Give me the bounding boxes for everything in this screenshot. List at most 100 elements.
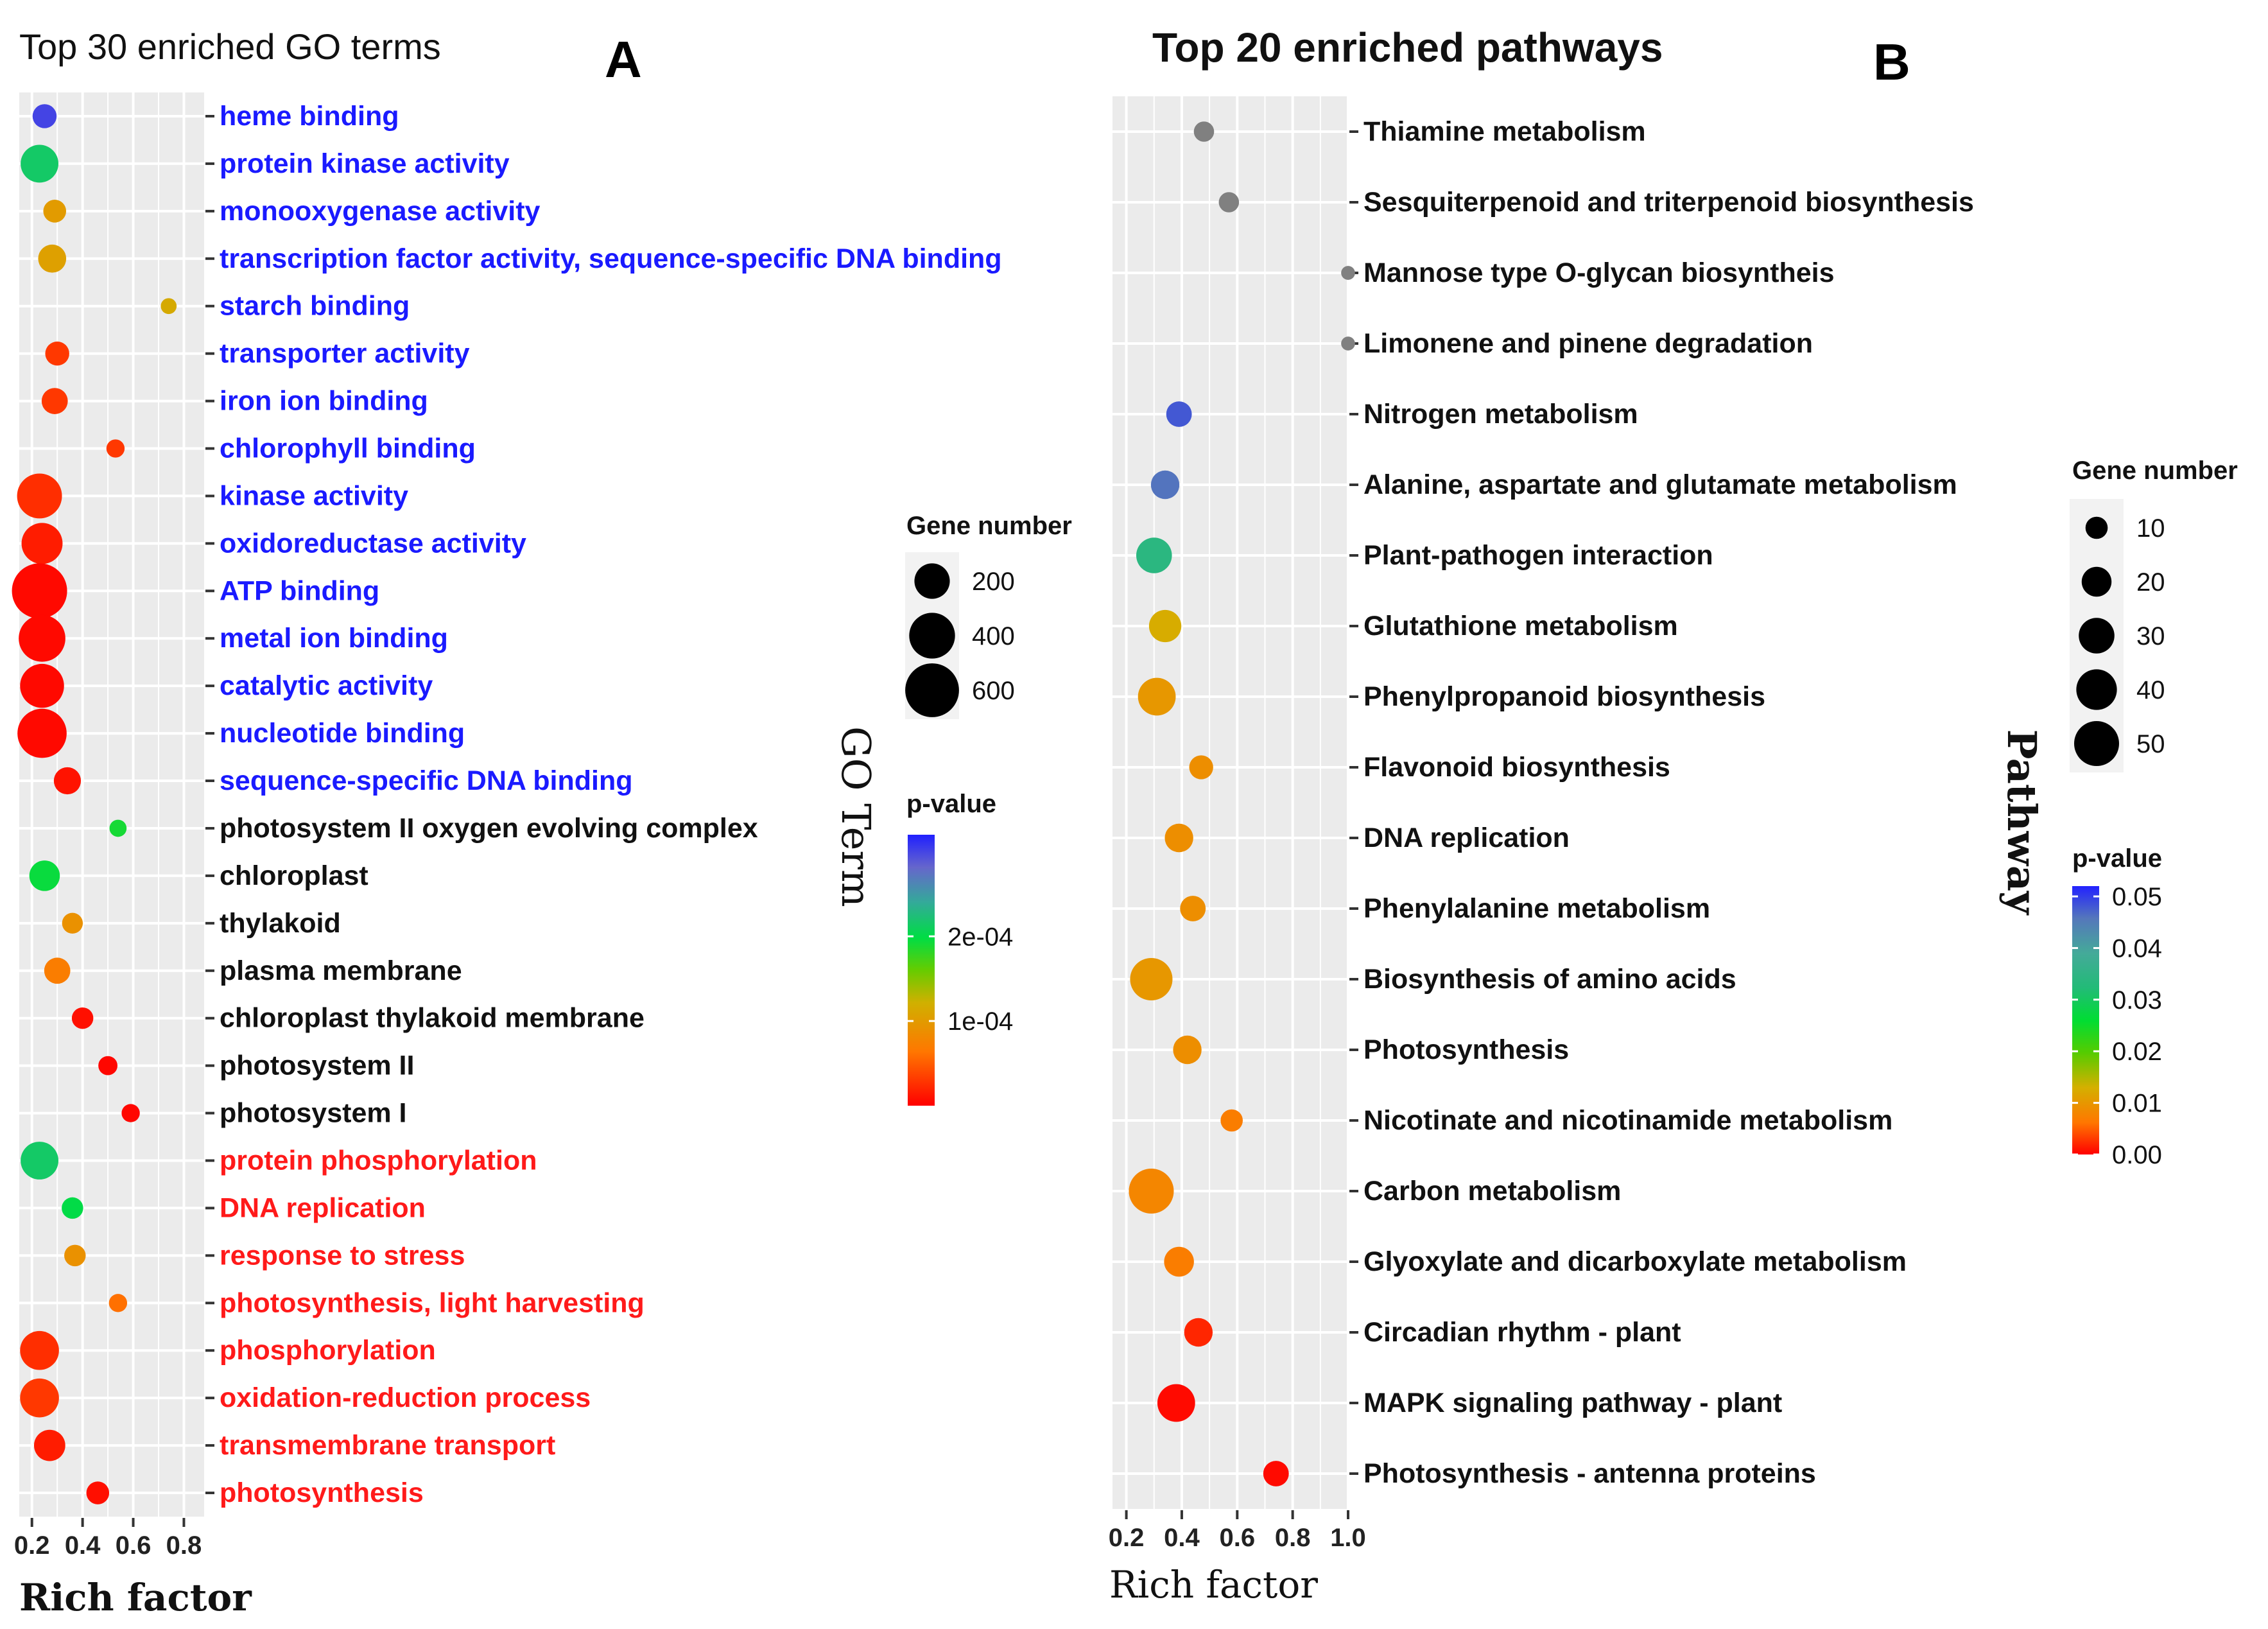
chart-b-x-axis-title: Rich factor [1109, 1563, 1318, 1607]
chart-b-point [1193, 121, 1215, 142]
chart-a-point [64, 1244, 86, 1267]
chart-a-y-axis-title: GO Term [833, 726, 879, 907]
chart-a-point [41, 388, 68, 414]
chart-b-point [1184, 1318, 1213, 1347]
chart-b-x-tick-label: 0.2 [1109, 1524, 1145, 1552]
chart-b-panel-letter: B [1873, 33, 1910, 91]
chart-a-y-label: chlorophyll binding [220, 433, 476, 464]
chart-b-x-tick-label: 0.6 [1219, 1524, 1255, 1552]
chart-a-y-label: chloroplast [220, 860, 368, 891]
chart-b-colorbar-label: 0.02 [2112, 1038, 2162, 1066]
chart-a-title: Top 30 enriched GO terms [19, 26, 441, 67]
chart-a-x-tick-label: 0.6 [116, 1531, 151, 1560]
chart-b-y-label: Mannose type O-glycan biosyntheis [1363, 257, 1835, 288]
chart-a-y-label: ATP binding [220, 575, 379, 606]
chart-a-y-label: starch binding [220, 291, 410, 322]
chart-b-point [1136, 537, 1172, 573]
chart-a-point [20, 1330, 59, 1370]
chart-b-colorbar [2072, 886, 2099, 1154]
chart-b-colorbar-label: 0.01 [2112, 1090, 2162, 1118]
chart-a-size-legend-title: Gene number [906, 512, 1072, 540]
chart-b-y-label: Nitrogen metabolism [1363, 399, 1638, 430]
chart-a-point [12, 563, 67, 619]
chart-a-panel-letter: A [605, 31, 642, 88]
chart-b-point [1263, 1461, 1289, 1486]
chart-a-y-label: iron ion binding [220, 386, 428, 417]
chart-b-point [1189, 755, 1213, 780]
chart-b-size-legend-label: 30 [2136, 622, 2165, 650]
chart-b-y-label: Glyoxylate and dicarboxylate metabolism [1363, 1246, 1907, 1277]
chart-b-size-legend-dot [2076, 669, 2117, 710]
chart-b-y-label: DNA replication [1363, 823, 1570, 853]
chart-a-size-legend-label: 600 [972, 677, 1015, 705]
chart-b-point [1173, 1035, 1202, 1065]
chart-b-point [1166, 401, 1192, 427]
chart-a-y-label: DNA replication [220, 1192, 426, 1223]
chart-a-size-legend-dot [905, 663, 959, 717]
chart-a-point [62, 912, 83, 934]
chart-b-y-label: Sesquiterpenoid and triterpenoid biosynt… [1363, 187, 1974, 218]
chart-b-y-axis-title: Pathway [1998, 729, 2045, 916]
chart-a-point [86, 1481, 110, 1504]
chart-b-y-label: Circadian rhythm - plant [1363, 1317, 1681, 1348]
chart-a-size-legend-dot [914, 563, 950, 599]
chart-a-point [19, 614, 65, 662]
chart-b-x-tick-label: 0.8 [1275, 1524, 1311, 1552]
chart-a-y-label: chloroplast thylakoid membrane [220, 1003, 645, 1034]
chart-b-colorbar-label: 0.03 [2112, 986, 2162, 1015]
chart-a-point [71, 1007, 94, 1029]
chart-a-y-label: plasma membrane [220, 955, 462, 986]
chart-a-y-label: transporter activity [220, 338, 470, 369]
chart-a-point [121, 1104, 140, 1122]
chart-b-y-label: Photosynthesis [1363, 1034, 1569, 1065]
chart-b-y-label: Thiamine metabolism [1363, 116, 1646, 147]
chart-b-size-legend-label: 40 [2136, 676, 2165, 704]
chart-b-y-label: Plant-pathogen interaction [1363, 540, 1713, 571]
chart-b-y-label: Flavonoid biosynthesis [1363, 752, 1670, 783]
chart-b-title: Top 20 enriched pathways [1152, 24, 1663, 71]
chart-a-point [29, 860, 60, 891]
chart-b-y-label: MAPK signaling pathway - plant [1363, 1388, 1782, 1418]
chart-b-y-label: Nicotinate and nicotinamide metabolism [1363, 1105, 1892, 1136]
chart-a-point [160, 298, 177, 315]
chart-a-colorbar [908, 835, 935, 1106]
chart-b-size-legend-dot [2079, 618, 2115, 654]
chart-a-point [17, 473, 62, 519]
chart-b-x-tick-label: 0.4 [1164, 1524, 1200, 1552]
chart-b-point [1220, 1109, 1243, 1132]
chart-a-y-label: transcription factor activity, sequence-… [220, 243, 1002, 274]
chart-b-plot-background [1112, 96, 1348, 1509]
chart-a-color-legend-title: p-value [906, 790, 996, 818]
chart-a-size-legend-dot [909, 613, 955, 659]
chart-a-y-label: catalytic activity [220, 670, 433, 701]
chart-b-colorbar-label: 0.04 [2112, 934, 2162, 963]
chart-a-colorbar-label: 2e-04 [948, 923, 1013, 951]
chart-a-point [53, 767, 82, 795]
chart-a-y-label: metal ion binding [220, 623, 448, 654]
chart-a-y-label: kinase activity [220, 480, 408, 511]
chart-a-y-label: thylakoid [220, 908, 341, 939]
chart-b-point [1157, 1384, 1195, 1422]
chart-b-size-legend: 10 20 30 40 50 [2070, 499, 2165, 772]
chart-a-point [106, 439, 125, 458]
chart-a-y-label: photosystem I [220, 1098, 407, 1129]
chart-a-point [17, 708, 67, 758]
chart-a-x-axis-title: Rich factor [19, 1576, 252, 1619]
chart-b-point [1341, 266, 1355, 280]
chart-b-size-legend-dot [2085, 516, 2108, 539]
chart-b-point [1130, 957, 1173, 1001]
chart-a-y-label: protein kinase activity [220, 148, 510, 179]
chart-b-size-legend-label: 50 [2136, 730, 2165, 758]
chart-b-plot-area: Thiamine metabolism Sesquiterpenoid and t… [1109, 96, 1974, 1552]
chart-a-plot-area: heme binding protein kinase activity monoo… [12, 92, 1002, 1560]
chart-a-color-legend: 2e-04 1e-04 [908, 835, 1013, 1106]
chart-b-point [1138, 677, 1176, 716]
chart-a-point [21, 144, 58, 183]
chart-a-point [44, 957, 71, 984]
chart-a-point [108, 1294, 128, 1312]
chart-a-y-label: response to stress [220, 1240, 465, 1271]
chart-a-size-legend-label: 400 [972, 622, 1015, 650]
chart-b-y-label: Photosynthesis - antenna proteins [1363, 1458, 1816, 1489]
chart-a-x-tick-label: 0.4 [65, 1531, 101, 1560]
